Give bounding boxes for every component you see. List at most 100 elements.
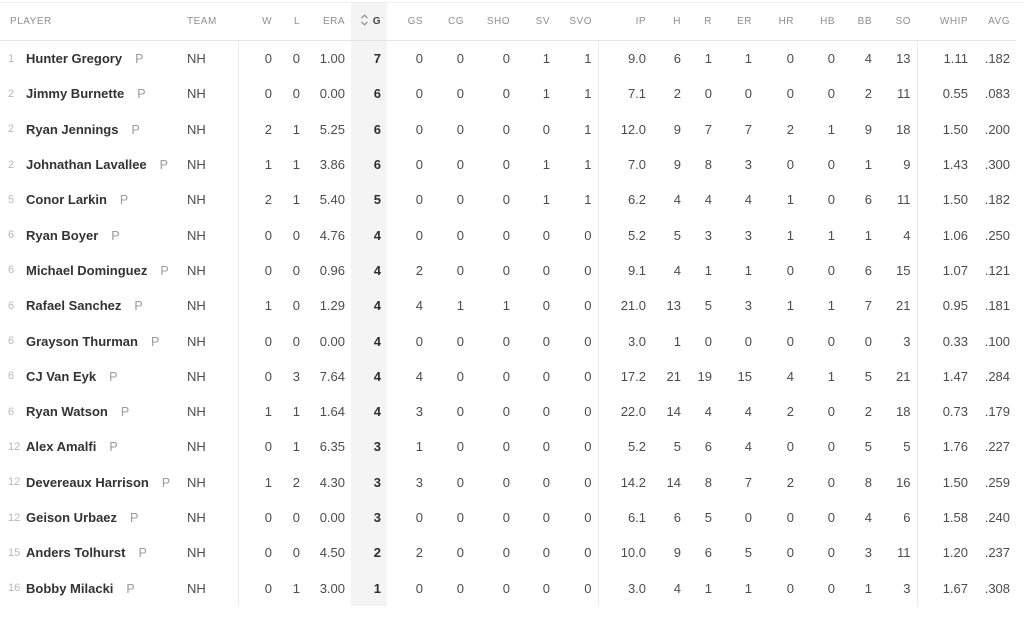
stat-cell-bb: 6 xyxy=(864,192,873,208)
stat-cell-whip: 0.73 xyxy=(942,404,969,420)
column-header-era[interactable]: ERA xyxy=(306,3,352,41)
column-header-g-sorted[interactable]: G xyxy=(351,3,388,41)
player-name-link[interactable]: Jimmy Burnette xyxy=(26,86,125,102)
column-header-svo[interactable]: SVO xyxy=(556,3,599,41)
rank-cell: 6 xyxy=(8,335,15,348)
stat-cell-so: 21 xyxy=(878,288,918,324)
column-header-l[interactable]: L xyxy=(278,3,307,41)
stat-cell-so: 3 xyxy=(878,570,918,606)
player-name-link[interactable]: Johnathan Lavallee xyxy=(26,157,147,173)
stat-cell-w: 0 xyxy=(264,333,273,349)
stat-cell-sho: 0 xyxy=(502,227,511,243)
column-header-sv[interactable]: SV xyxy=(516,3,557,41)
stat-cell-era: 5.40 xyxy=(319,192,346,208)
column-header-player[interactable]: PLAYER xyxy=(0,3,187,41)
column-header-so[interactable]: SO xyxy=(878,3,918,41)
stat-cell-l: 1 xyxy=(292,192,301,208)
stat-cell-cg: 0 xyxy=(456,474,465,490)
stat-cell-r: 19 xyxy=(697,368,713,384)
stat-cell-r: 0 xyxy=(704,86,713,102)
stat-cell-hb: 0 xyxy=(827,333,836,349)
stat-cell-l: 0 xyxy=(292,298,301,314)
stat-cell-w: 1 xyxy=(264,157,273,173)
column-header-h[interactable]: H xyxy=(652,3,688,41)
player-stat-row: 1 Hunter Gregory P NH 0 0 1.00 7 0 0 0 1 … xyxy=(0,40,1016,77)
stat-cell-whip: 0.95 xyxy=(942,298,969,314)
stat-cell-h: 14 xyxy=(666,404,682,420)
column-header-bb[interactable]: BB xyxy=(841,3,879,41)
stat-cell-ip: 6.1 xyxy=(627,510,647,525)
stat-cell-g: 4 xyxy=(351,323,388,359)
stat-cell-gs: 0 xyxy=(415,227,424,243)
column-header-team[interactable]: TEAM xyxy=(186,3,239,41)
column-header-cg[interactable]: CG xyxy=(429,3,471,41)
stat-cell-sho: 0 xyxy=(502,121,511,137)
stat-cell-bb: 6 xyxy=(864,262,873,278)
player-stat-row: 12 Alex Amalfi P NH 0 1 6.35 3 1 0 0 0 0 … xyxy=(0,429,1016,465)
column-header-er[interactable]: ER xyxy=(718,3,759,41)
stat-cell-w: 2 xyxy=(264,192,273,208)
stat-cell-avg: .181 xyxy=(984,298,1011,314)
stat-cell-cg: 0 xyxy=(456,333,465,349)
stat-cell-whip: 1.43 xyxy=(942,157,969,173)
player-name-link[interactable]: Devereaux Harrison xyxy=(26,474,149,490)
stat-cell-gs: 4 xyxy=(415,368,424,384)
stat-cell-l: 0 xyxy=(292,333,301,349)
player-name-link[interactable]: CJ Van Eyk xyxy=(26,368,97,384)
player-name-link[interactable]: Michael Dominguez xyxy=(26,262,148,278)
player-name-link[interactable]: Bobby Milacki xyxy=(26,580,114,596)
stat-cell-sv: 0 xyxy=(542,474,551,490)
player-name-link[interactable]: Ryan Boyer xyxy=(26,227,99,243)
stat-cell-era: 0.00 xyxy=(319,86,346,102)
stat-cell-r: 3 xyxy=(704,227,713,243)
stat-cell-er: 1 xyxy=(744,51,753,67)
player-name-link[interactable]: Ryan Jennings xyxy=(26,121,119,137)
stat-cell-l: 2 xyxy=(292,474,301,490)
player-name-link[interactable]: Hunter Gregory xyxy=(26,51,123,67)
position-label: P xyxy=(134,299,143,314)
stat-cell-sho: 0 xyxy=(502,86,511,102)
stat-cell-ip: 9.0 xyxy=(627,51,647,67)
column-header-w[interactable]: W xyxy=(238,3,279,41)
stat-cell-cg: 0 xyxy=(456,510,465,525)
stat-cell-ip: 3.0 xyxy=(627,580,647,596)
column-header-hr[interactable]: HR xyxy=(758,3,801,41)
column-header-ip[interactable]: IP xyxy=(598,3,653,41)
stat-cell-gs: 0 xyxy=(415,121,424,137)
player-name-link[interactable]: Rafael Sanchez xyxy=(26,298,122,314)
player-name-link[interactable]: Ryan Watson xyxy=(26,404,108,420)
column-header-whip[interactable]: WHIP xyxy=(917,3,975,41)
column-header-hb[interactable]: HB xyxy=(800,3,842,41)
position-label: P xyxy=(119,193,129,208)
stat-cell-bb: 2 xyxy=(864,86,873,102)
player-name-link[interactable]: Conor Larkin xyxy=(26,192,107,208)
stat-cell-bb: 4 xyxy=(864,51,873,67)
stat-cell-h: 6 xyxy=(673,510,682,525)
stat-cell-hr: 0 xyxy=(786,545,795,561)
position-label: P xyxy=(109,369,118,384)
stat-cell-sho: 0 xyxy=(502,545,511,561)
player-cell: Ryan Boyer P xyxy=(26,217,186,252)
stat-cell-era: 0.96 xyxy=(319,262,346,278)
column-header-r[interactable]: R xyxy=(687,3,719,41)
stat-cell-era: 0.00 xyxy=(319,333,346,349)
column-header-avg[interactable]: AVG xyxy=(974,3,1017,41)
stat-cell-sho: 0 xyxy=(502,580,511,596)
column-header-sho[interactable]: SHO xyxy=(470,3,517,41)
stat-cell-bb: 2 xyxy=(864,404,873,420)
player-name-link[interactable]: Geison Urbaez xyxy=(26,510,118,525)
player-name-link[interactable]: Alex Amalfi xyxy=(26,439,97,455)
stat-cell-h: 9 xyxy=(673,545,682,561)
stat-cell-hr: 0 xyxy=(786,439,795,455)
player-name-link[interactable]: Grayson Thurman xyxy=(26,333,138,349)
stat-cell-svo: 0 xyxy=(556,464,599,500)
stat-cell-gs: 1 xyxy=(415,439,424,455)
stat-cell-h: 9 xyxy=(673,121,682,137)
stat-cell-whip: 0.55 xyxy=(942,86,969,102)
column-header-gs[interactable]: GS xyxy=(387,3,430,41)
position-label: P xyxy=(138,546,147,561)
stat-cell-era: 6.35 xyxy=(319,439,346,455)
stat-cell-hb: 1 xyxy=(827,227,836,243)
player-name-link[interactable]: Anders Tolhurst xyxy=(26,545,126,561)
